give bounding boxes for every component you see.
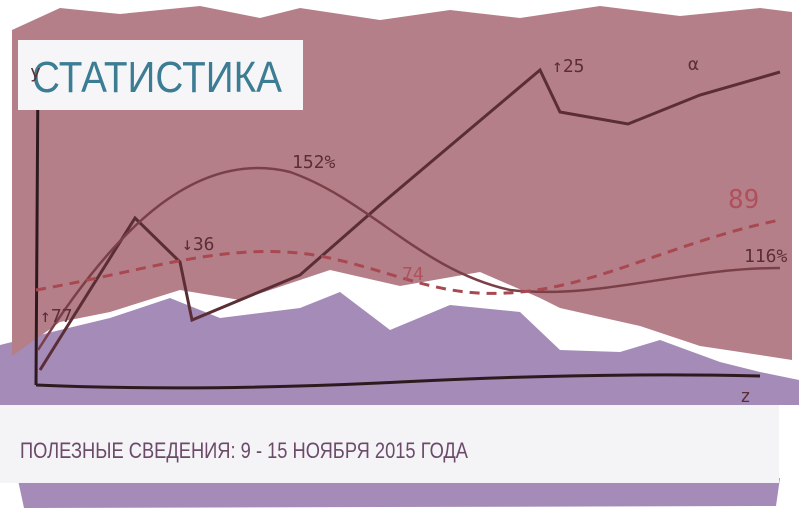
label-152: 152% (292, 152, 336, 173)
label-89: 89 (728, 185, 759, 215)
axes (34, 69, 761, 390)
label-25: ↑25 (552, 56, 585, 77)
subtitle: ПОЛЕЗНЫЕ СВЕДЕНИЯ: 9 - 15 НОЯБРЯ 2015 ГО… (20, 438, 468, 463)
line-dark (38, 67, 781, 371)
axis-z: z (740, 386, 751, 407)
title: СТАТИСТИКА (32, 53, 283, 102)
bottom-strip (18, 478, 780, 508)
label-77: ↑77 (40, 306, 73, 327)
label-alpha: α (688, 54, 699, 75)
caption-band (0, 405, 779, 483)
label-74: 74 (402, 264, 424, 285)
label-36: ↓36 (182, 234, 215, 255)
line-curve (36, 166, 781, 351)
label-116: 116% (744, 246, 788, 267)
title-box (18, 40, 303, 110)
axis-y: y (30, 62, 41, 83)
line-dashed (35, 218, 781, 295)
